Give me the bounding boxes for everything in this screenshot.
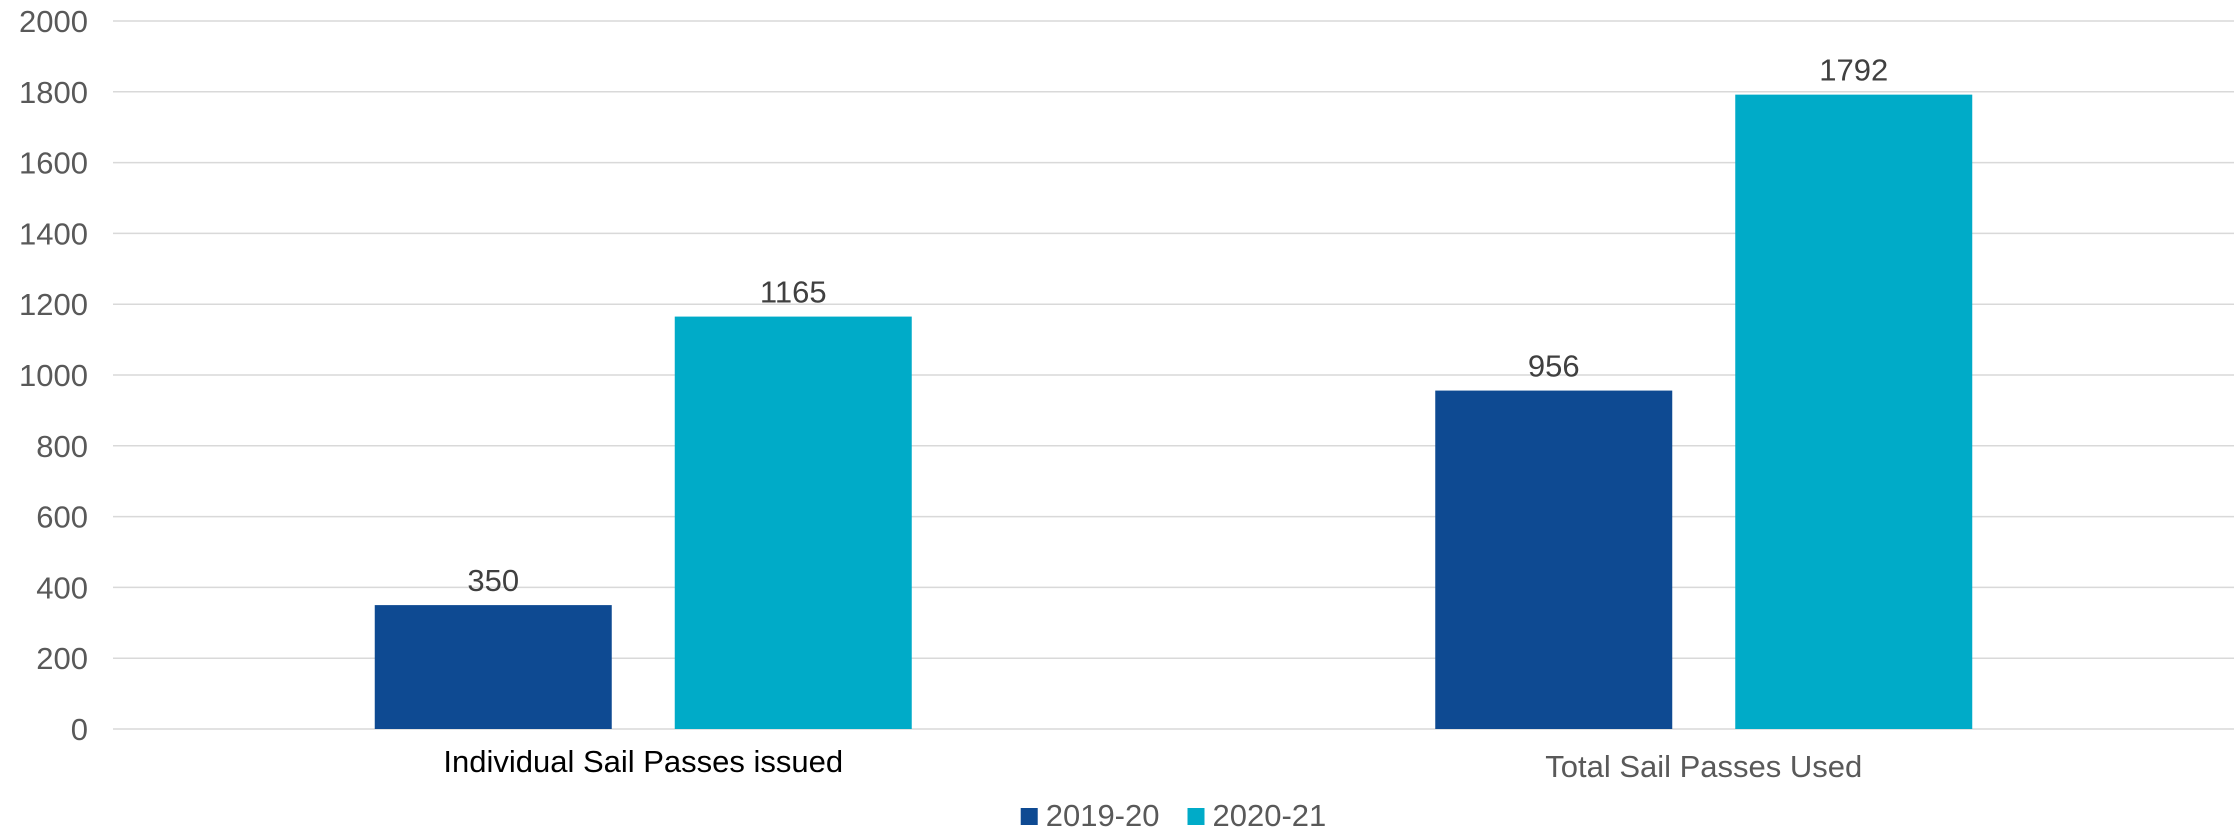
data-label: 350 bbox=[467, 563, 519, 598]
y-tick-label: 800 bbox=[36, 429, 88, 464]
y-tick-label: 400 bbox=[36, 570, 88, 605]
y-tick-label: 2000 bbox=[19, 4, 88, 39]
legend-swatch bbox=[1187, 808, 1205, 825]
bar-2020-21-1 bbox=[674, 316, 912, 729]
x-axis-categories: Individual Sail Passes issued Total Sail … bbox=[443, 744, 1862, 784]
legend: 2019-20 2020-21 bbox=[1020, 798, 1327, 833]
bar-2020-21-2 bbox=[1735, 94, 1973, 729]
data-labels: 350 1165 956 1792 bbox=[467, 53, 1888, 598]
y-tick-label: 1400 bbox=[19, 216, 88, 251]
y-tick-label: 600 bbox=[36, 500, 88, 535]
bar-2019-20-2 bbox=[1435, 390, 1673, 729]
y-tick-label: 1000 bbox=[19, 358, 88, 393]
legend-label: 2020-21 bbox=[1213, 798, 1327, 833]
legend-swatch bbox=[1020, 808, 1038, 825]
y-axis-ticks: 0 200 400 600 800 1000 1200 1400 1600 1800 2000 bbox=[19, 4, 88, 747]
y-tick-label: 0 bbox=[71, 712, 88, 747]
legend-label: 2019-20 bbox=[1046, 798, 1160, 833]
y-tick-label: 200 bbox=[36, 641, 88, 676]
bars bbox=[374, 94, 1973, 729]
data-label: 1165 bbox=[760, 275, 827, 310]
category-label: Total Sail Passes Used bbox=[1545, 749, 1862, 784]
legend-item: 2020-21 bbox=[1187, 798, 1327, 833]
y-tick-label: 1200 bbox=[19, 287, 88, 322]
legend-item: 2019-20 bbox=[1020, 798, 1160, 833]
data-label: 956 bbox=[1528, 349, 1580, 384]
bar-2019-20-1 bbox=[374, 605, 612, 729]
category-label: Individual Sail Passes issued bbox=[443, 744, 843, 779]
y-tick-label: 1800 bbox=[19, 75, 88, 110]
y-tick-label: 1600 bbox=[19, 146, 88, 181]
data-label: 1792 bbox=[1819, 53, 1888, 88]
